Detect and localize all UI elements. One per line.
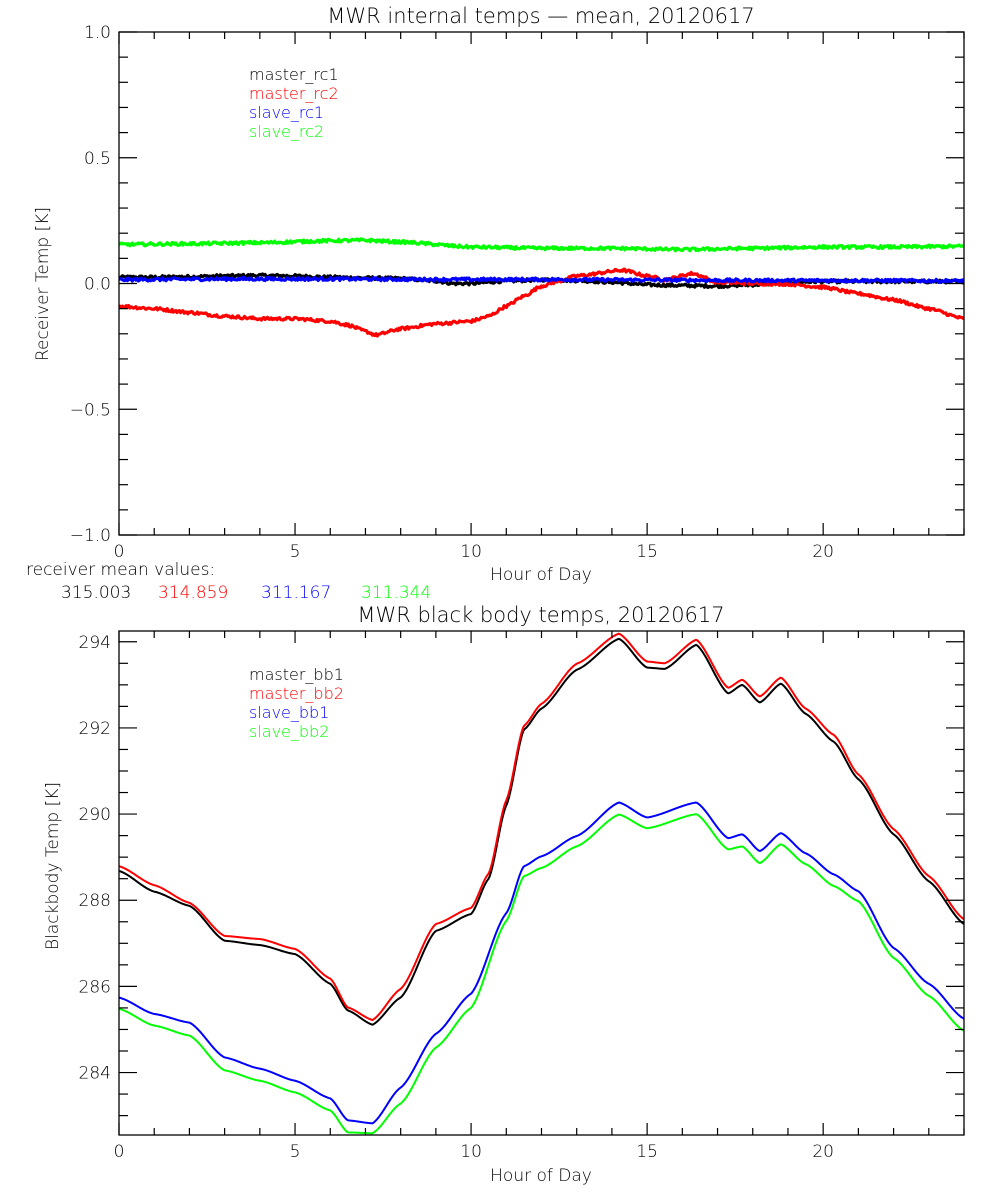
legend-entry: master_bb1 [249,665,344,684]
series-layer [119,237,964,338]
series-line-slave_bb2 [119,813,964,1135]
series-line-slave_rc1 [119,275,964,285]
y-tick-label: 284 [79,1064,111,1084]
series-layer [119,632,964,1135]
x-tick-label: 15 [636,1142,658,1162]
axis-ticks [118,631,965,1135]
legend-entry: slave_bb1 [249,703,329,722]
legend-entry: slave_bb2 [249,722,329,741]
y-tick-label: 286 [79,977,111,997]
receiver-mean-value: 315.003 [61,583,131,603]
series-line-master_bb2 [119,632,964,1021]
y-tick-label: 294 [79,633,111,653]
receiver-mean-value: 311.344 [361,583,431,603]
x-tick-label: 10 [460,542,482,562]
series-line-master_rc2 [119,267,964,338]
legend-entry: slave_rc2 [249,122,324,141]
receiver-mean-value: 311.167 [261,583,331,603]
x-tick-label: 5 [290,1142,301,1162]
axis-ticks [118,31,965,536]
x-axis-label: Hour of Day [490,565,592,585]
y-axis-label: Blackbody Temp [K] [43,782,63,950]
chart-title: MWR black body temps, 20120617 [357,603,724,627]
x-tick-label: 0 [114,542,125,562]
y-tick-label: −1.0 [70,526,111,546]
receiver-mean-block: receiver mean values: 315.003 314.859 31… [26,560,431,603]
chart-title: MWR internal temps — mean, 20120617 [327,4,754,28]
receiver-temps-panel: MWR internal temps — mean, 20120617 0 5 10… [33,4,965,585]
y-tick-label: 1.0 [84,23,111,43]
x-axis-label: Hour of Day [490,1166,592,1186]
y-tick-label: 290 [79,805,111,825]
x-tick-label: 20 [812,1142,834,1162]
series-line-slave_bb1 [119,801,964,1125]
blackbody-temps-panel: MWR black body temps, 20120617 0 5 10 15 20 … [43,603,965,1186]
series-line-slave_rc2 [119,237,964,253]
y-tick-label: 0.0 [84,275,111,295]
y-tick-label: 292 [79,719,111,739]
y-tick-labels: 284 286 288 290 292 294 [79,633,111,1084]
legend-entry: master_rc2 [249,84,339,103]
y-tick-label: 288 [79,891,111,911]
x-tick-labels: 0 5 10 15 20 [114,542,834,562]
y-axis-label: Receiver Temp [K] [33,207,53,361]
receiver-mean-label: receiver mean values: [26,560,215,580]
x-tick-label: 10 [460,1142,482,1162]
y-tick-labels: −1.0 −0.5 0.0 0.5 1.0 [70,23,111,546]
y-tick-label: 0.5 [84,149,111,169]
x-tick-label: 5 [290,542,301,562]
legend-entry: slave_rc1 [249,103,324,122]
receiver-mean-value: 314.859 [158,583,228,603]
x-tick-label: 0 [114,1142,125,1162]
series-line-master_bb1 [119,637,964,1026]
x-tick-labels: 0 5 10 15 20 [114,1142,834,1162]
y-tick-label: −0.5 [70,400,111,420]
x-tick-label: 15 [636,542,658,562]
x-tick-label: 20 [812,542,834,562]
plot-frame [118,630,965,1136]
legend-entry: master_rc1 [249,65,339,84]
legend-entry: master_bb2 [249,684,344,703]
